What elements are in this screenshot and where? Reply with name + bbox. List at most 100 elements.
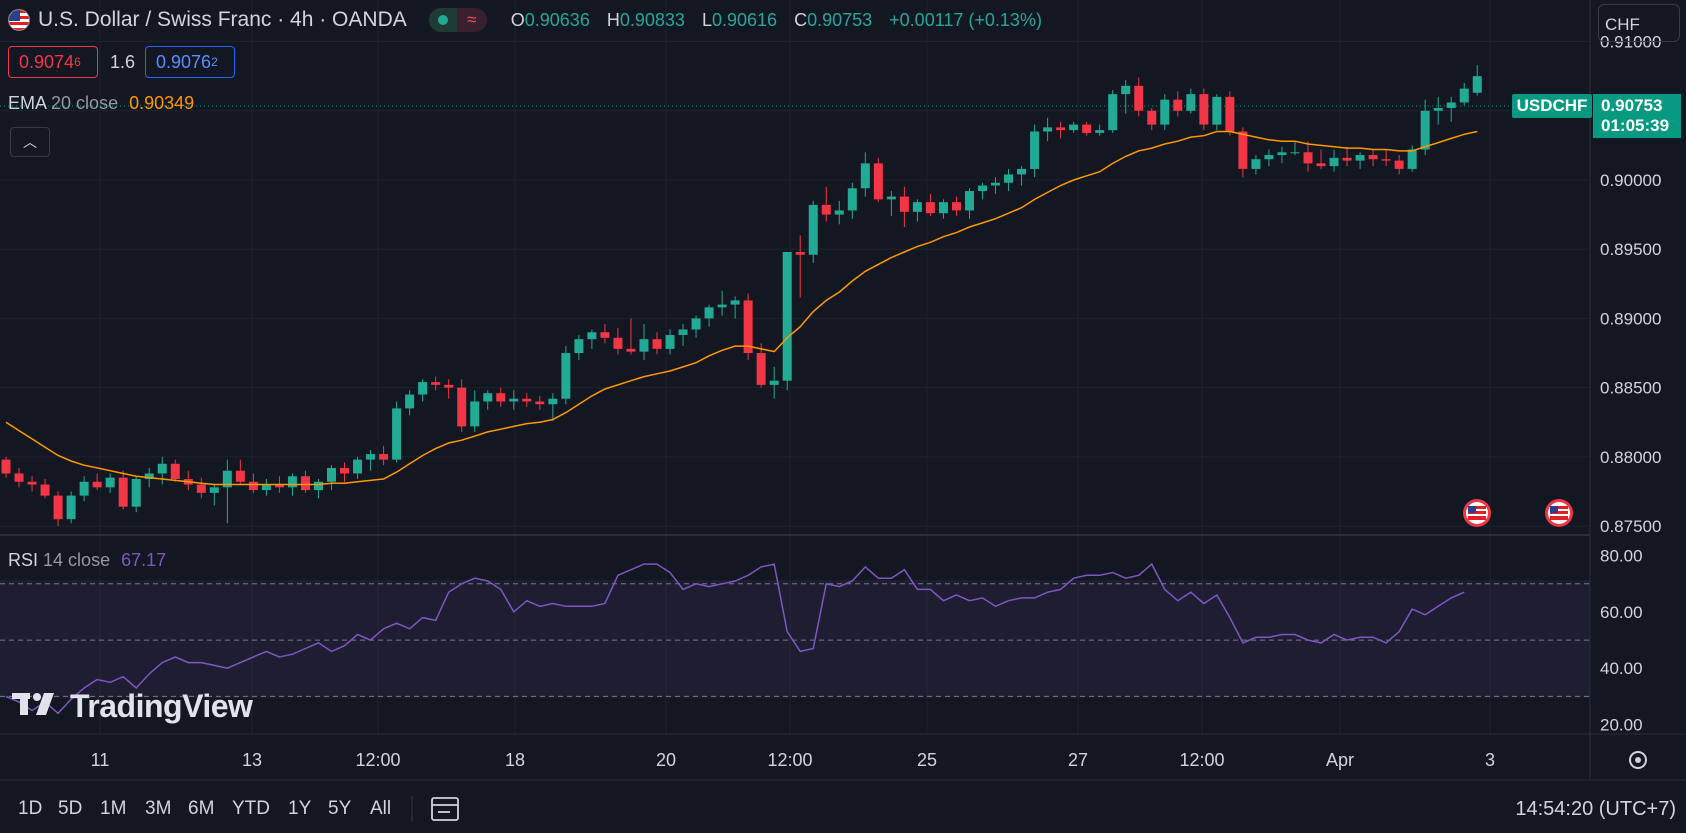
last-price-tag: 0.90753 01:05:39 (1593, 94, 1681, 138)
candle-body (53, 495, 63, 520)
candle (782, 251, 792, 391)
candle (574, 335, 584, 360)
date-range-icon[interactable] (431, 797, 459, 821)
candle-body (951, 202, 961, 211)
candle-body (704, 307, 714, 319)
change-value: +0.00117 (+0.13%) (889, 9, 1042, 30)
candle (105, 473, 115, 493)
candle (717, 290, 727, 316)
candle-body (405, 394, 415, 409)
candle (730, 296, 740, 319)
candle (808, 200, 818, 264)
candle-body (209, 487, 219, 493)
candle-body (353, 459, 363, 474)
candle (27, 476, 37, 492)
time-tick-label: 27 (1068, 750, 1088, 770)
candle (183, 470, 193, 491)
rsi-value: 67.17 (121, 550, 167, 570)
candle (1264, 149, 1274, 167)
candle (678, 323, 688, 347)
time-tick-label: 3 (1485, 750, 1495, 770)
candle (405, 390, 415, 416)
rsi-label: RSI (8, 550, 39, 570)
timeframe-1d[interactable]: 1D (18, 798, 43, 819)
candle (53, 491, 63, 527)
candle (991, 177, 1001, 194)
candle-body (574, 339, 584, 354)
tv-logo-icon (12, 688, 64, 725)
candle (379, 445, 389, 466)
candle (300, 470, 310, 493)
candle (196, 477, 206, 499)
ema-value: 0.90349 (129, 93, 195, 113)
candle (1121, 80, 1131, 114)
grid-lines (0, 0, 1590, 734)
rsi-line (5, 562, 1465, 715)
clock[interactable]: 14:54:20 (UTC+7) (1515, 798, 1676, 820)
candle (1251, 155, 1261, 175)
candle (1160, 94, 1170, 131)
rsi-legend[interactable]: RSI 14 close 67.17 (8, 550, 166, 571)
candle (457, 379, 467, 432)
time-tick-label: 11 (91, 750, 110, 770)
candle-body (79, 481, 89, 496)
candle-body (274, 484, 284, 488)
ema-params: 20 close (51, 93, 119, 113)
candle (1056, 121, 1066, 139)
sell-button[interactable]: 0.9074 6 (8, 46, 98, 78)
ohlc-values: O0.90636 H0.90833 L0.90616 C0.90753 +0.0… (510, 9, 1042, 30)
candle-body (730, 300, 740, 305)
timeframe-1m[interactable]: 1M (100, 798, 127, 819)
candle-body (912, 202, 922, 212)
candle-body (1030, 131, 1040, 169)
candle-body (1160, 99, 1170, 125)
us-event-icon[interactable] (1463, 499, 1491, 527)
candle-body (327, 467, 336, 482)
timeframe-5y[interactable]: 5Y (328, 798, 352, 819)
timeframe-3m[interactable]: 3M (145, 798, 172, 819)
candle-body (795, 251, 805, 255)
price-tick-label: 0.91000 (1600, 33, 1661, 52)
candle (470, 390, 480, 432)
rsi-tick-label: 60.00 (1600, 603, 1643, 622)
collapse-legend-button[interactable]: ︿ (10, 127, 50, 157)
candle (769, 366, 779, 399)
candle (691, 315, 701, 338)
us-event-icon[interactable] (1545, 499, 1573, 527)
timeframe-ytd[interactable]: YTD (232, 798, 270, 819)
timeframe-1y[interactable]: 1Y (288, 798, 312, 819)
candle-body (1368, 155, 1378, 160)
candle-body (1446, 102, 1456, 108)
candle (847, 182, 857, 219)
ema-label: EMA (8, 93, 47, 113)
candle (821, 186, 831, 222)
symbol-title[interactable]: U.S. Dollar / Swiss Franc · 4h · OANDA (38, 8, 407, 31)
candle (1095, 124, 1105, 136)
rsi-axis-labels: 80.00 60.00 40.00 20.00 (1600, 547, 1643, 735)
candle (899, 186, 909, 228)
market-status-pill[interactable]: ≈ (428, 8, 487, 32)
buy-button[interactable]: 0.9076 2 (145, 46, 235, 78)
candle (418, 379, 428, 402)
candle-body (392, 408, 402, 460)
candle-body (444, 384, 454, 388)
candle-body (418, 382, 428, 395)
currency-button[interactable]: CHF (1598, 4, 1680, 42)
candle (509, 390, 519, 410)
candle-body (118, 477, 128, 507)
timeframe-all[interactable]: All (370, 798, 392, 819)
tradingview-logo[interactable]: TradingView (12, 688, 253, 725)
price-tick-label: 0.87500 (1600, 517, 1661, 536)
candle-body (1017, 168, 1027, 175)
settings-gear-icon[interactable] (1629, 751, 1647, 769)
candle-body (313, 481, 323, 491)
candle (392, 401, 402, 463)
candle-body (379, 454, 389, 460)
timeframe-5d[interactable]: 5D (58, 798, 83, 819)
timeframe-6m[interactable]: 6M (188, 798, 215, 819)
candle-body (1316, 163, 1326, 167)
chevron-up-icon: ︿ (23, 134, 37, 150)
candle-body (470, 401, 480, 427)
ema-legend[interactable]: EMA 20 close 0.90349 (8, 93, 194, 114)
